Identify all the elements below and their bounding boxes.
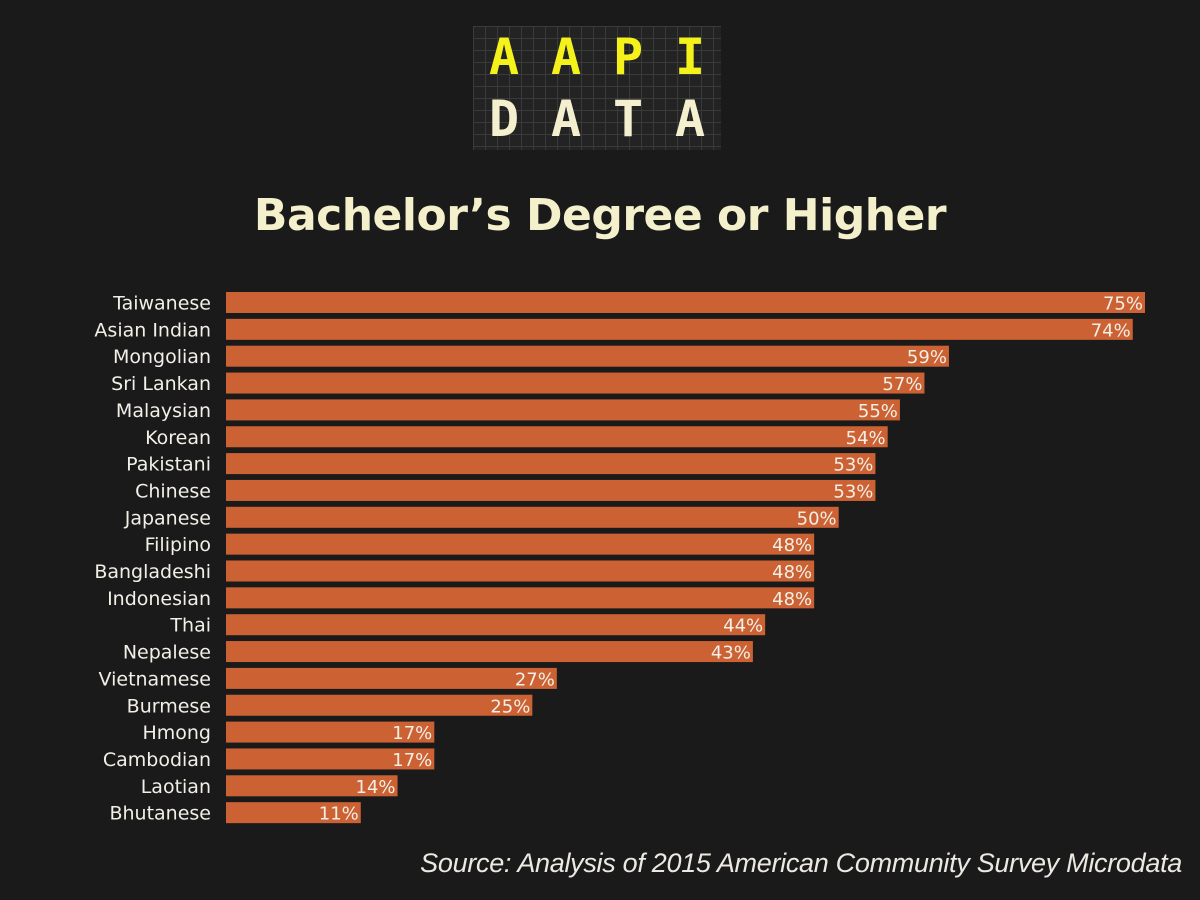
value-label: 50% (797, 508, 837, 529)
category-label: Thai (169, 615, 211, 637)
logo-letter: A (488, 28, 520, 86)
category-label: Bhutanese (109, 803, 211, 825)
category-label: Cambodian (103, 749, 211, 771)
value-label: 48% (772, 535, 812, 556)
logo-letter: A (674, 90, 706, 148)
source-note: Source: Analysis of 2015 American Commun… (420, 848, 1182, 878)
bar-nepalese (226, 641, 753, 663)
bar-hmong (226, 721, 435, 743)
value-label: 25% (490, 696, 530, 717)
bar-mongolian (226, 345, 949, 367)
bar-vietnamese (226, 667, 557, 689)
logo-letter: A (550, 90, 582, 148)
category-label: Mongolian (113, 346, 211, 368)
value-label: 44% (723, 616, 763, 637)
category-label: Pakistani (126, 454, 211, 476)
category-label: Nepalese (123, 642, 211, 664)
category-label: Laotian (141, 776, 211, 798)
value-label: 17% (392, 750, 432, 771)
value-label: 75% (1103, 294, 1143, 315)
bar-bhutanese (226, 802, 361, 824)
category-label: Chinese (135, 480, 211, 502)
logo-letter: P (612, 28, 644, 86)
bar-sri-lankan (226, 372, 925, 394)
category-label: Filipino (145, 534, 211, 556)
bar-laotian (226, 775, 398, 797)
value-label: 53% (833, 481, 873, 502)
value-label: 55% (858, 401, 898, 422)
aapi-data-logo: A A P I D A T A (473, 26, 721, 150)
chart-title: Bachelor’s Degree or Higher (253, 190, 947, 241)
bar-pakistani (226, 453, 876, 475)
category-label: Taiwanese (112, 293, 211, 315)
category-label: Hmong (142, 722, 211, 744)
value-label: 53% (833, 455, 873, 476)
bar-filipino (226, 533, 815, 555)
category-label: Asian Indian (94, 319, 211, 341)
value-label: 48% (772, 589, 812, 610)
category-label: Malaysian (116, 400, 211, 422)
bar-burmese (226, 694, 533, 716)
value-label: 43% (711, 643, 751, 664)
bar-asian-indian (226, 318, 1133, 340)
bar-thai (226, 614, 766, 636)
bar-taiwanese (226, 292, 1145, 313)
value-label: 11% (319, 804, 359, 825)
value-label: 54% (846, 428, 886, 449)
bar-indonesian (226, 587, 815, 609)
bar-cambodian (226, 748, 435, 770)
bar-japanese (226, 506, 839, 528)
category-label: Bangladeshi (94, 561, 211, 583)
logo-letter: I (674, 28, 706, 86)
category-label: Japanese (124, 507, 211, 529)
bar-bangladeshi (226, 560, 815, 582)
value-label: 57% (882, 374, 922, 395)
category-label: Vietnamese (99, 668, 211, 690)
value-label: 27% (515, 669, 555, 690)
category-label: Indonesian (107, 588, 211, 610)
bar-malaysian (226, 399, 900, 421)
bar-chinese (226, 479, 876, 501)
bar-korean (226, 426, 888, 448)
logo-letter: D (488, 90, 520, 148)
value-label: 17% (392, 723, 432, 744)
category-label: Burmese (127, 695, 211, 717)
value-label: 48% (772, 562, 812, 583)
value-label: 74% (1091, 320, 1131, 341)
value-label: 59% (907, 347, 947, 368)
logo-letter: A (550, 28, 582, 86)
category-label: Sri Lankan (111, 373, 211, 395)
value-label: 14% (356, 777, 396, 798)
category-label: Korean (145, 427, 211, 449)
logo-letter: T (612, 90, 644, 148)
